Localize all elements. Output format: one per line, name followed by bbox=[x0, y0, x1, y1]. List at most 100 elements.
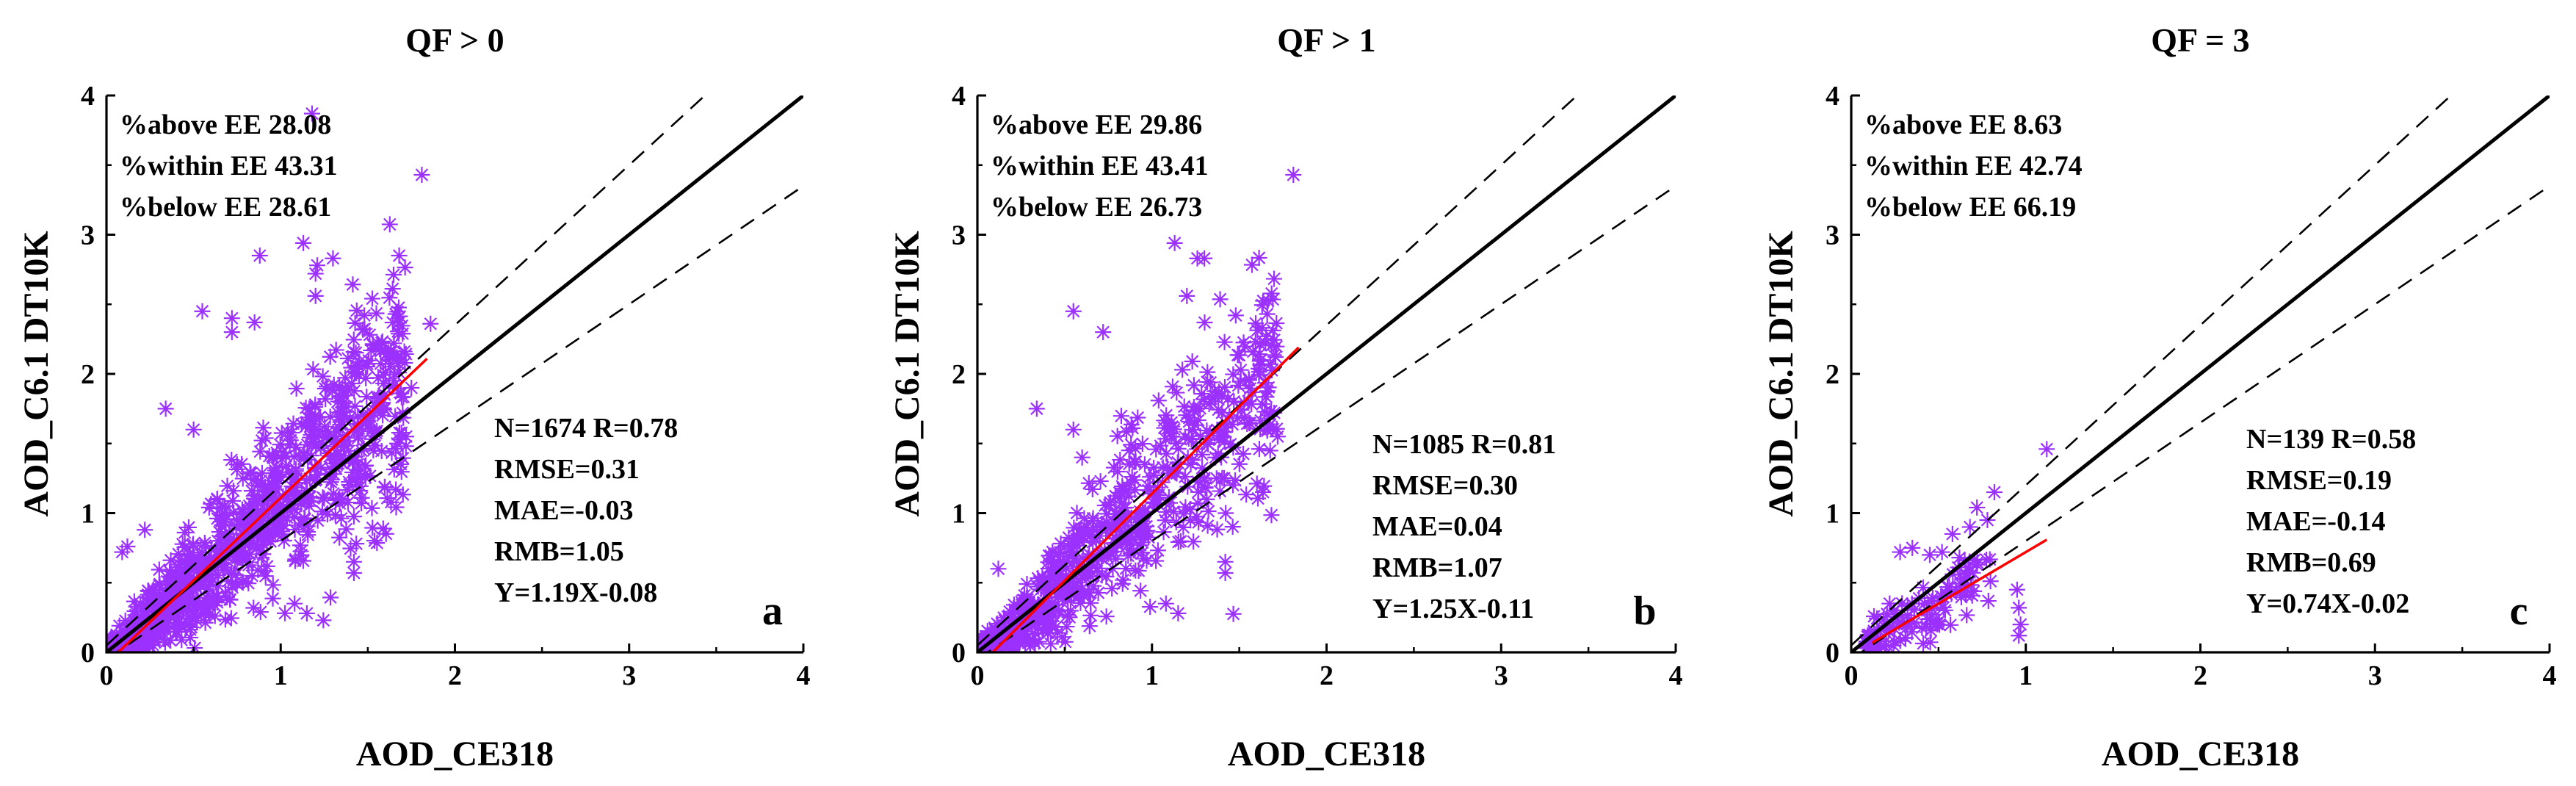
scatter-point bbox=[1052, 535, 1069, 552]
scatter-point bbox=[1979, 511, 1996, 528]
scatter-point bbox=[320, 423, 337, 440]
scatter-point bbox=[264, 577, 281, 594]
scatter-point bbox=[1961, 563, 1978, 580]
scatter-point bbox=[391, 299, 408, 316]
scatter-point bbox=[359, 358, 376, 375]
scatter-point bbox=[347, 448, 363, 465]
scatter-point bbox=[258, 558, 275, 574]
scatter-point bbox=[1001, 621, 1018, 638]
y-axis-label: AOD_C6.1 DT10K bbox=[888, 231, 927, 516]
scatter-point bbox=[1076, 510, 1093, 527]
scatter-point bbox=[1185, 399, 1202, 416]
scatter-point bbox=[1981, 551, 1998, 568]
scatter-point bbox=[1076, 530, 1093, 547]
scatter-point bbox=[1064, 543, 1081, 560]
scatter-point bbox=[300, 492, 316, 509]
scatter-point bbox=[1079, 584, 1096, 601]
y-axis-label: AOD_C6.1 DT10K bbox=[17, 231, 56, 516]
scatter-point bbox=[1036, 600, 1052, 617]
scatter-point bbox=[1148, 552, 1165, 569]
scatter-point bbox=[299, 436, 316, 453]
scatter-point bbox=[1047, 560, 1064, 577]
scatter-point bbox=[1244, 256, 1261, 273]
stats-text: Y=0.74X-0.02 bbox=[2246, 588, 2409, 619]
scatter-point bbox=[1967, 551, 1983, 568]
scatter-point bbox=[170, 546, 187, 563]
stats-text: RMSE=0.30 bbox=[1372, 470, 1518, 501]
scatter-point bbox=[1027, 626, 1044, 643]
scatter-point bbox=[1139, 522, 1156, 539]
scatter-point bbox=[1930, 613, 1947, 630]
scatter-point bbox=[1198, 491, 1215, 508]
x-tick-label: 3 bbox=[2368, 660, 2382, 691]
scatter-point bbox=[191, 573, 208, 590]
scatter-point bbox=[250, 562, 267, 579]
regression-fit-line bbox=[991, 346, 1300, 652]
scatter-point bbox=[333, 447, 350, 464]
scatter-point bbox=[1121, 442, 1137, 459]
scatter-point bbox=[1034, 569, 1051, 585]
scatter-point bbox=[1886, 632, 1903, 649]
scatter-point bbox=[258, 495, 275, 512]
scatter-point bbox=[1251, 346, 1267, 363]
scatter-point bbox=[1092, 473, 1109, 490]
scatter-point bbox=[189, 612, 206, 629]
scatter-point bbox=[200, 499, 217, 516]
scatter-point bbox=[1162, 425, 1179, 442]
scatter-point bbox=[345, 553, 362, 570]
scatter-point bbox=[247, 493, 264, 510]
x-tick-label: 1 bbox=[274, 660, 288, 691]
scatter-point bbox=[311, 409, 328, 426]
scatter-point bbox=[252, 542, 269, 559]
scatter-point bbox=[1005, 596, 1022, 613]
scatter-point bbox=[180, 560, 197, 577]
scatter-point bbox=[275, 532, 292, 549]
y-tick-label: 4 bbox=[1826, 81, 1839, 112]
scatter-point bbox=[1044, 544, 1061, 560]
scatter-point bbox=[1166, 234, 1183, 251]
scatter-point bbox=[1184, 422, 1201, 439]
scatter-point bbox=[347, 397, 363, 414]
scatter-point bbox=[398, 428, 415, 445]
scatter-point bbox=[1043, 551, 1060, 568]
scatter-point bbox=[246, 487, 263, 504]
scatter-point bbox=[330, 378, 347, 395]
ee-lower-line bbox=[985, 185, 1676, 652]
scatter-point bbox=[1025, 595, 1042, 612]
scatter-point bbox=[1225, 477, 1242, 494]
x-tick-label: 2 bbox=[448, 660, 462, 691]
scatter-point bbox=[384, 314, 401, 331]
scatter-point bbox=[1140, 482, 1157, 499]
scatter-point bbox=[316, 418, 333, 435]
scatter-point bbox=[1085, 510, 1101, 527]
scatter-point bbox=[253, 432, 270, 449]
scatter-point bbox=[1046, 569, 1063, 585]
scatter-point bbox=[1011, 606, 1028, 623]
scatter-point bbox=[211, 500, 228, 517]
scatter-point bbox=[1068, 505, 1085, 522]
scatter-point bbox=[1257, 375, 1274, 392]
scatter-point bbox=[156, 634, 173, 651]
scatter-point bbox=[269, 469, 286, 486]
scatter-point bbox=[1951, 549, 1968, 566]
scatter-point bbox=[1199, 517, 1216, 534]
scatter-point bbox=[1250, 490, 1267, 507]
scatter-point bbox=[1214, 404, 1231, 421]
scatter-point bbox=[1081, 546, 1098, 563]
scatter-point bbox=[295, 552, 312, 569]
scatter-point bbox=[341, 474, 358, 491]
scatter-point bbox=[258, 505, 275, 522]
scatter-point bbox=[365, 442, 382, 459]
scatter-point bbox=[1249, 322, 1266, 339]
scatter-point bbox=[1105, 513, 1122, 530]
scatter-point bbox=[1190, 514, 1207, 531]
scatter-point bbox=[242, 465, 259, 482]
scatter-point bbox=[307, 459, 324, 476]
scatter-point bbox=[200, 555, 217, 572]
scatter-point bbox=[202, 574, 219, 591]
scatter-point bbox=[1217, 564, 1234, 581]
ee-upper-line bbox=[1851, 95, 2453, 646]
scatter-point bbox=[1231, 455, 1248, 472]
scatter-point bbox=[1114, 575, 1131, 592]
scatter-point bbox=[181, 547, 198, 563]
